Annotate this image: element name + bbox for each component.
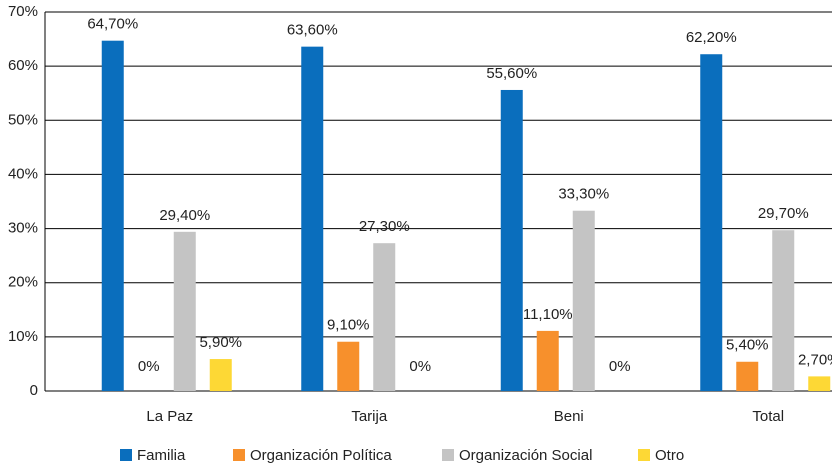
- bar: [173, 231, 196, 391]
- y-tick-label: 40%: [8, 165, 38, 182]
- x-tick-label: La Paz: [146, 408, 193, 425]
- data-label: 5,40%: [726, 337, 769, 354]
- y-tick-label: 0: [30, 382, 38, 399]
- data-label: 29,40%: [159, 207, 210, 224]
- data-label: 0%: [138, 358, 160, 375]
- bar: [101, 40, 124, 392]
- bar: [301, 46, 324, 391]
- bar: [536, 330, 559, 391]
- data-label: 55,60%: [486, 65, 537, 82]
- legend-label: Familia: [137, 447, 186, 464]
- bar: [500, 89, 523, 392]
- x-tick-label: Beni: [554, 408, 584, 425]
- data-label: 0%: [609, 358, 631, 375]
- legend-swatch: [442, 449, 454, 461]
- bar: [209, 359, 232, 391]
- y-tick-label: 60%: [8, 57, 38, 74]
- legend-label: Organización Política: [250, 447, 392, 464]
- bar: [337, 341, 360, 391]
- data-label: 11,10%: [523, 306, 573, 323]
- legend-label: Organización Social: [459, 447, 592, 464]
- y-tick-label: 50%: [8, 111, 38, 128]
- legend-swatch: [233, 449, 245, 461]
- x-tick-label: Tarija: [351, 408, 388, 425]
- bar: [700, 54, 723, 391]
- legend-label: Otro: [655, 447, 684, 464]
- data-label: 5,90%: [199, 334, 242, 351]
- data-label: 0%: [409, 358, 431, 375]
- data-label: 27,30%: [359, 218, 410, 235]
- bar: [772, 230, 795, 391]
- bar: [736, 361, 759, 391]
- y-tick-label: 70%: [8, 3, 38, 20]
- data-label: 62,20%: [686, 29, 737, 46]
- y-tick-label: 20%: [8, 274, 38, 291]
- data-label: 2,70%: [798, 351, 832, 368]
- data-label: 33,30%: [558, 186, 609, 203]
- x-tick-label: Total: [752, 408, 784, 425]
- data-label: 63,60%: [287, 22, 338, 39]
- data-label: 29,70%: [758, 205, 809, 222]
- y-tick-label: 10%: [8, 328, 38, 345]
- legend-swatch: [120, 449, 132, 461]
- data-label: 64,70%: [87, 16, 138, 33]
- legend-swatch: [638, 449, 650, 461]
- bar: [572, 210, 595, 391]
- bar: [808, 376, 831, 391]
- y-tick-label: 30%: [8, 220, 38, 237]
- data-label: 9,10%: [327, 317, 370, 334]
- bar: [373, 243, 396, 391]
